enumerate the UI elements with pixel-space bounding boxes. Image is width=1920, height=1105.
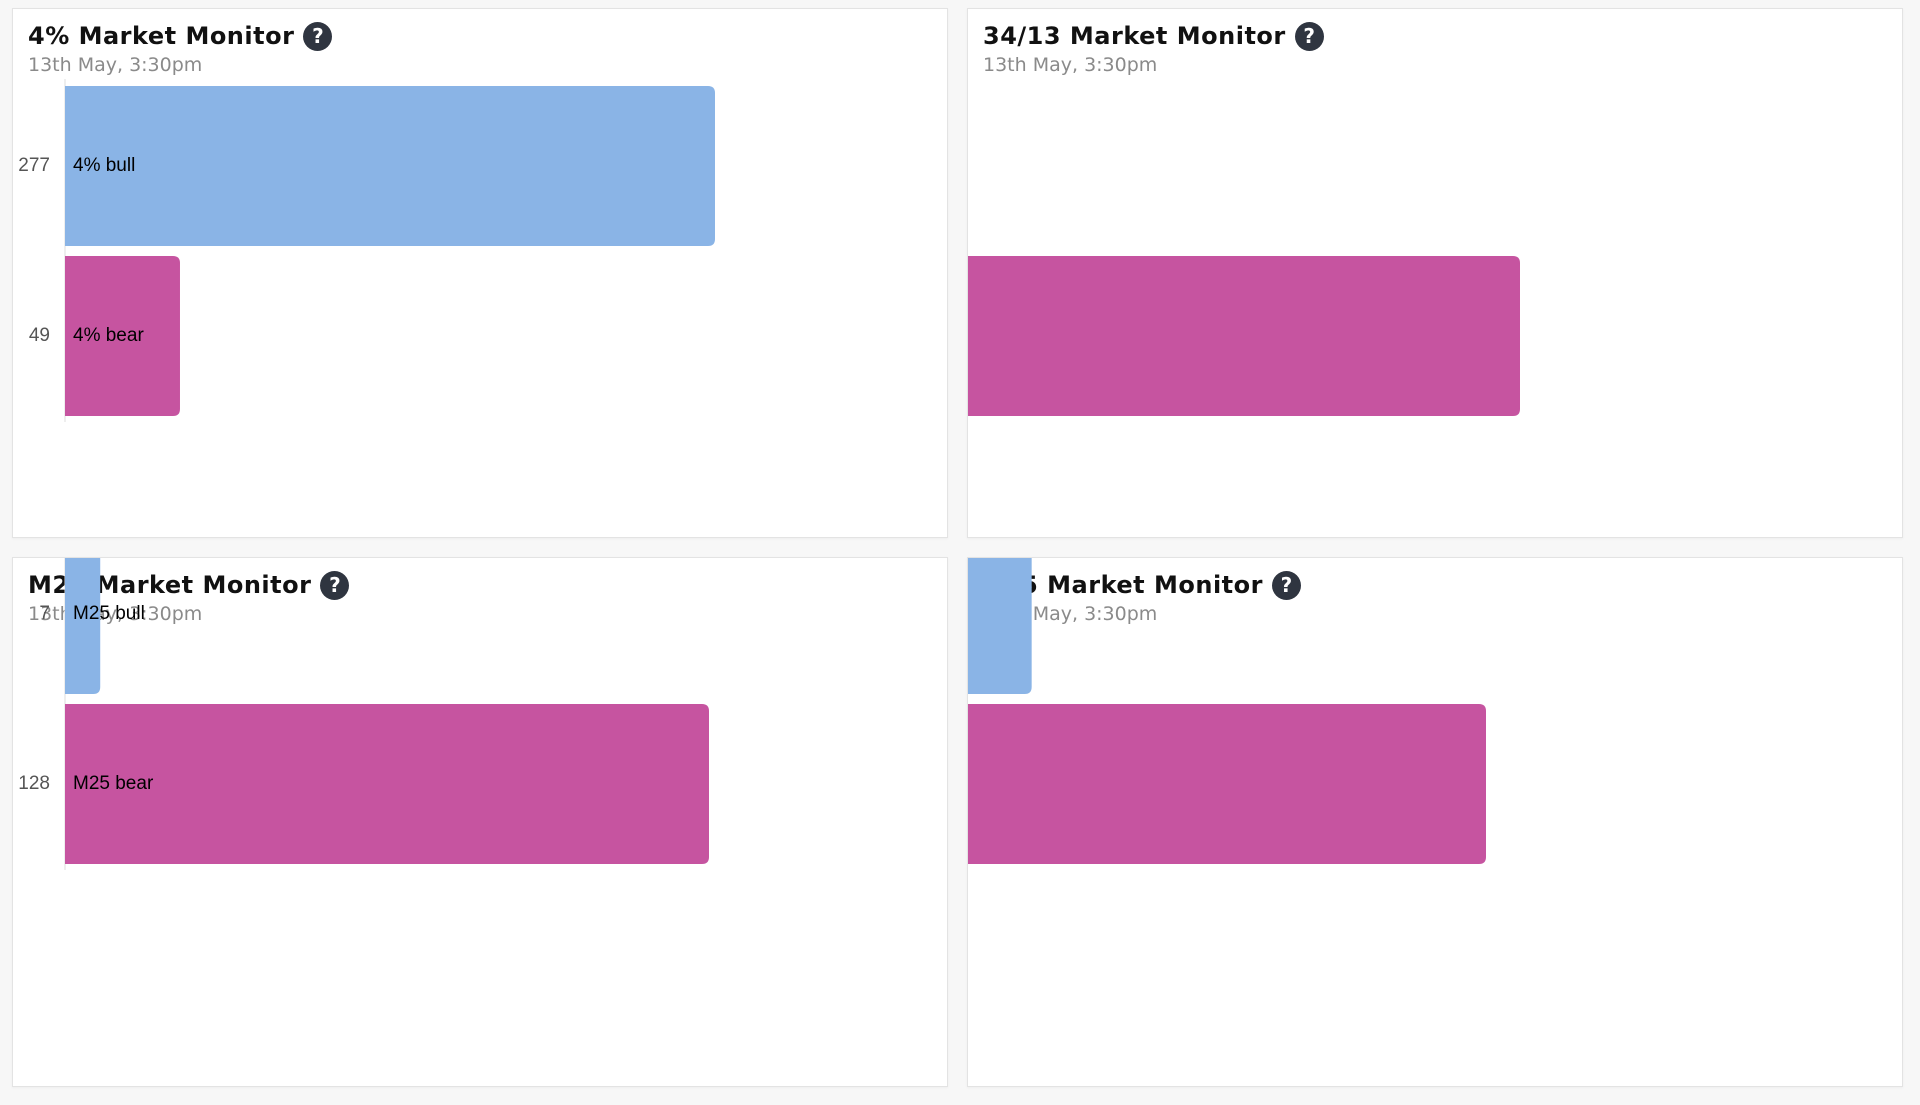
bar-chart: Q25 bull159Q25 bear546 [968, 558, 1486, 864]
panel-header: 34/13 Market Monitor ? 13th May, 3:30pm [983, 19, 1887, 79]
bar-category-label: 4% bull [73, 155, 135, 176]
bear-bar[interactable] [968, 704, 1486, 864]
bar-chart: 34/13 bull13834/13 bear1150 [968, 256, 1520, 416]
bull-bar[interactable] [65, 86, 715, 246]
market-monitor-panel-m25: M25 Market Monitor ? 13th May, 3:30pm M2… [12, 557, 948, 1087]
bar-category-label: 4% bear [73, 325, 144, 346]
bear-bar[interactable] [65, 704, 709, 864]
bar-chart: M25 bull 7 M25 bear 128 [18, 558, 709, 870]
help-circle-icon[interactable]: ? [1271, 570, 1301, 600]
bar-value-label: 7 [39, 603, 50, 624]
bear-bar[interactable] [968, 256, 1520, 416]
bar-value-label: 128 [18, 773, 50, 794]
panel-title: 4% Market Monitor [28, 22, 295, 50]
market-monitor-panel-q25: Q25 Market Monitor ? 13th May, 3:30pm Q2… [967, 557, 1903, 1087]
panel-timestamp: 13th May, 3:30pm [28, 54, 203, 76]
bar-chart: 4% bull 277 4% bear 49 [18, 79, 715, 422]
bar-value-label: 49 [29, 325, 50, 346]
panel-header: 4% Market Monitor ? 13th May, 3:30pm [28, 19, 932, 79]
dashboard-grid: 4% Market Monitor ? 13th May, 3:30pm 4% … [12, 8, 1905, 1088]
market-monitor-panel-34-13: 34/13 Market Monitor ? 13th May, 3:30pm … [967, 8, 1903, 538]
market-monitor-panel-4pct: 4% Market Monitor ? 13th May, 3:30pm 4% … [12, 8, 948, 538]
help-circle-icon[interactable]: ? [1294, 21, 1324, 51]
title-row: 4% Market Monitor ? [28, 19, 932, 53]
bar-category-label: M25 bear [73, 773, 154, 794]
bull-bar[interactable] [968, 558, 1032, 694]
help-circle-icon[interactable]: ? [303, 21, 333, 51]
bear-bar[interactable] [65, 256, 180, 416]
title-row: 34/13 Market Monitor ? [983, 19, 1887, 53]
help-circle-icon[interactable]: ? [320, 570, 350, 600]
bar-category-label: M25 bull [73, 603, 145, 624]
bull-bar[interactable] [65, 558, 101, 694]
bar-value-label: 277 [18, 155, 50, 176]
panel-timestamp: 13th May, 3:30pm [983, 54, 1158, 76]
panel-title: 34/13 Market Monitor [983, 22, 1286, 50]
